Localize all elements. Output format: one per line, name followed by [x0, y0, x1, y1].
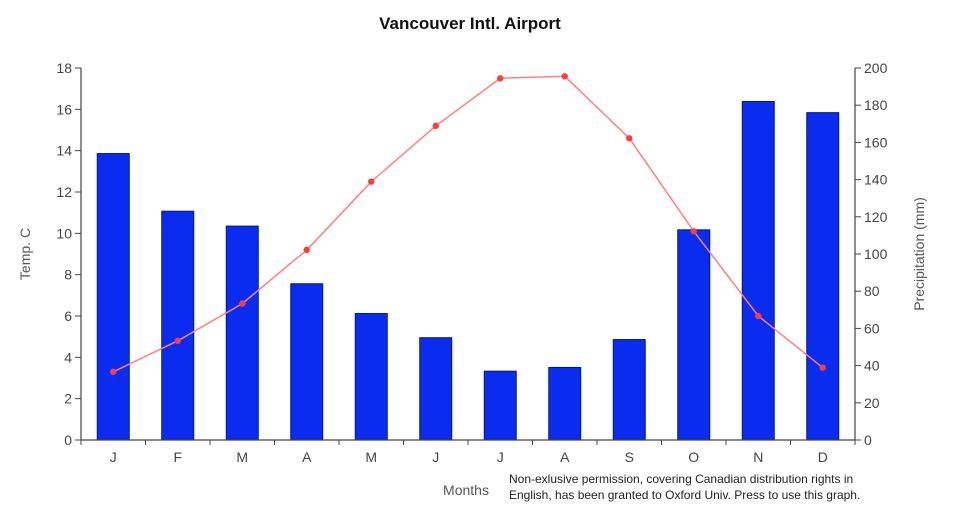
- y-right-tick-label: 200: [864, 60, 888, 76]
- precipitation-bar: [354, 313, 388, 441]
- temperature-point: [432, 122, 439, 130]
- temperature-point: [755, 312, 762, 320]
- y-right-tick-label: 180: [864, 97, 888, 113]
- y-left-tick-label: 8: [64, 267, 72, 283]
- precipitation-bar: [548, 366, 582, 441]
- x-tick-label: J: [497, 449, 504, 465]
- temperature-point: [368, 178, 375, 185]
- y-left-tick-label: 4: [64, 349, 72, 365]
- chart-title: Vancouver Intl. Airport: [379, 14, 561, 33]
- x-tick-label: O: [688, 449, 699, 465]
- x-tick-label: F: [173, 449, 182, 465]
- y-left-tick-label: 2: [64, 391, 72, 407]
- y-left-tick-label: 18: [56, 60, 72, 76]
- temperature-point: [690, 228, 697, 235]
- x-tick-label: M: [365, 449, 377, 465]
- y-right-tick-label: 140: [864, 172, 888, 188]
- x-tick-label: J: [432, 449, 439, 465]
- x-tick-label: N: [753, 449, 763, 465]
- precipitation-bar: [225, 225, 259, 441]
- y-left-tick-label: 16: [56, 101, 72, 117]
- y-left-axis-title: Temp. C: [17, 228, 33, 280]
- y-left-tick-label: 0: [64, 432, 72, 448]
- y-right-tick-label: 0: [864, 432, 872, 448]
- temperature-point: [303, 246, 310, 254]
- temperature-point: [497, 75, 504, 82]
- y-right-tick-label: 80: [864, 283, 880, 299]
- x-tick-label: J: [110, 449, 117, 465]
- y-left-tick-label: 14: [56, 143, 72, 159]
- precipitation-bar: [677, 229, 711, 441]
- temperature-point: [110, 368, 117, 375]
- precipitation-bar: [161, 210, 195, 441]
- y-right-tick-label: 100: [864, 246, 888, 262]
- temperature-point: [239, 300, 246, 307]
- permission-note-line-2: English, has been granted to Oxford Univ…: [509, 488, 860, 502]
- precipitation-bar: [419, 337, 453, 441]
- temperature-point: [174, 337, 181, 344]
- y-right-axis-title: Precipitation (mm): [911, 197, 927, 311]
- temperature-point: [561, 73, 568, 80]
- temperature-point: [819, 364, 826, 371]
- precipitation-bar: [741, 100, 775, 441]
- y-right-tick-label: 120: [864, 209, 888, 225]
- precipitation-bar: [483, 370, 517, 441]
- y-right-tick-label: 60: [864, 320, 880, 336]
- x-axis-title: Months: [443, 482, 489, 498]
- x-tick-label: A: [560, 449, 570, 465]
- precipitation-bar: [806, 112, 840, 441]
- x-tick-label: D: [818, 449, 828, 465]
- y-right-tick-label: 20: [864, 395, 880, 411]
- x-tick-label: A: [302, 449, 312, 465]
- y-right-tick-label: 40: [864, 358, 880, 374]
- x-tick-label: M: [236, 449, 248, 465]
- y-left-tick-label: 10: [56, 225, 72, 241]
- temperature-point: [626, 135, 633, 142]
- precipitation-bar: [290, 283, 324, 441]
- y-right-tick-label: 160: [864, 134, 888, 150]
- x-tick-label: S: [625, 449, 634, 465]
- precipitation-bar: [612, 339, 646, 441]
- temperature-line: [112, 75, 824, 373]
- y-left-tick-label: 12: [56, 184, 72, 200]
- y-left-tick-label: 6: [64, 308, 72, 324]
- plot-area: 0246810121416180204060801001201401601802…: [56, 60, 887, 465]
- precipitation-bar: [96, 153, 130, 441]
- permission-note-line-1: Non-exlusive permission, covering Canadi…: [509, 472, 853, 486]
